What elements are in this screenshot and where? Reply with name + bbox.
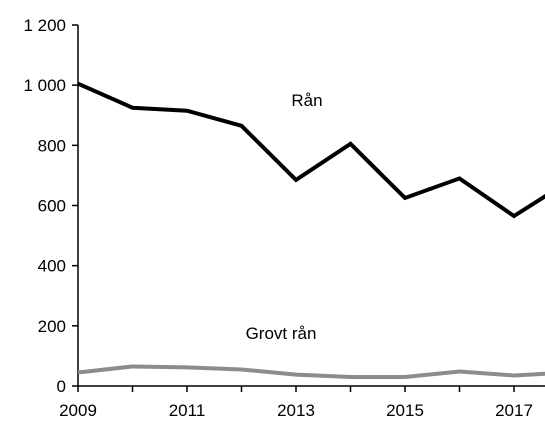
x-tick-label: 2015: [386, 401, 424, 419]
series-line-0: [77, 81, 545, 219]
x-tick-label: 2011: [169, 401, 206, 419]
y-tick-label: 800: [38, 136, 66, 155]
series-line-1: [77, 364, 545, 379]
y-axis-ticks: 0 200 400 600 800 1 000 1 200: [23, 16, 78, 396]
y-tick-label: 200: [38, 317, 66, 336]
series-label-1: Grovt rån: [246, 324, 317, 343]
axes: 0 200 400 600 800 1 000 1 200 2009 2011 2013 2015…: [23, 16, 545, 420]
y-tick-label: 1 000: [23, 76, 66, 95]
y-tick-label: 400: [38, 257, 66, 276]
y-tick-label: 1 200: [23, 16, 66, 35]
series-labels: Rån Grovt rån: [246, 91, 323, 343]
series-lines: [77, 81, 545, 379]
x-tick-label: 2013: [277, 401, 315, 419]
x-axis-ticks: 2009 2011 2013 2015 2017: [59, 386, 533, 420]
x-tick-label: 2009: [59, 401, 97, 419]
series-label-0: Rån: [291, 91, 322, 110]
x-tick-label: 2017: [495, 401, 533, 419]
y-tick-label: 600: [38, 197, 66, 216]
y-tick-label: 0: [57, 377, 66, 396]
